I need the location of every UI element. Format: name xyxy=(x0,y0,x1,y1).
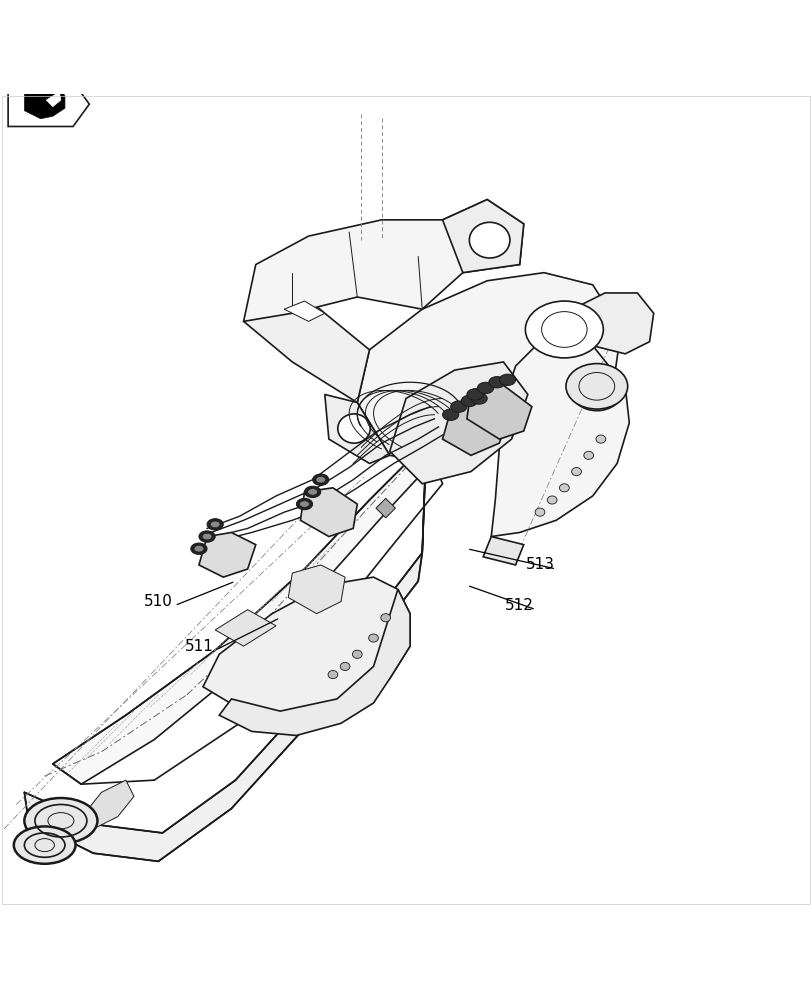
Polygon shape xyxy=(284,301,324,321)
Polygon shape xyxy=(491,325,629,537)
Ellipse shape xyxy=(380,614,390,622)
Ellipse shape xyxy=(565,364,627,409)
Ellipse shape xyxy=(24,798,97,843)
Ellipse shape xyxy=(337,414,370,443)
Ellipse shape xyxy=(595,435,605,443)
Ellipse shape xyxy=(571,468,581,476)
Ellipse shape xyxy=(442,409,458,420)
Polygon shape xyxy=(24,443,426,861)
Ellipse shape xyxy=(328,671,337,679)
Ellipse shape xyxy=(191,543,207,554)
Polygon shape xyxy=(483,537,523,565)
Polygon shape xyxy=(199,532,255,577)
Polygon shape xyxy=(442,200,523,273)
Polygon shape xyxy=(203,577,410,715)
Ellipse shape xyxy=(488,377,504,388)
Ellipse shape xyxy=(466,389,483,400)
Ellipse shape xyxy=(14,826,75,864)
Ellipse shape xyxy=(296,498,312,510)
Ellipse shape xyxy=(499,374,515,386)
Ellipse shape xyxy=(368,634,378,642)
Polygon shape xyxy=(389,362,527,484)
Polygon shape xyxy=(53,443,442,784)
Ellipse shape xyxy=(202,533,212,540)
Polygon shape xyxy=(357,273,620,463)
Ellipse shape xyxy=(199,531,215,542)
Polygon shape xyxy=(375,498,395,518)
Ellipse shape xyxy=(547,496,556,504)
Ellipse shape xyxy=(312,474,328,485)
Polygon shape xyxy=(288,565,345,614)
Polygon shape xyxy=(243,273,369,403)
Ellipse shape xyxy=(534,508,544,516)
Ellipse shape xyxy=(352,650,362,658)
Ellipse shape xyxy=(477,382,493,394)
Ellipse shape xyxy=(583,451,593,459)
Ellipse shape xyxy=(469,222,509,258)
Ellipse shape xyxy=(525,301,603,358)
Ellipse shape xyxy=(315,476,325,483)
Text: 510: 510 xyxy=(144,594,173,609)
Ellipse shape xyxy=(570,370,622,411)
Ellipse shape xyxy=(461,395,477,407)
Text: 513: 513 xyxy=(525,557,554,572)
Ellipse shape xyxy=(307,489,317,495)
Polygon shape xyxy=(300,488,357,537)
Ellipse shape xyxy=(340,662,350,671)
Polygon shape xyxy=(24,86,65,119)
Ellipse shape xyxy=(450,401,466,412)
Polygon shape xyxy=(215,610,276,646)
Ellipse shape xyxy=(207,519,223,530)
Polygon shape xyxy=(85,780,134,829)
Ellipse shape xyxy=(299,501,309,507)
Polygon shape xyxy=(46,92,61,107)
Polygon shape xyxy=(8,82,89,126)
Ellipse shape xyxy=(210,521,220,528)
Text: 512: 512 xyxy=(504,598,534,613)
Polygon shape xyxy=(466,382,531,439)
Ellipse shape xyxy=(470,393,487,404)
Polygon shape xyxy=(243,200,523,321)
Ellipse shape xyxy=(304,486,320,498)
Polygon shape xyxy=(576,293,653,354)
Polygon shape xyxy=(324,394,389,463)
Text: 511: 511 xyxy=(184,639,213,654)
Polygon shape xyxy=(442,398,507,455)
Ellipse shape xyxy=(559,484,569,492)
Polygon shape xyxy=(219,589,410,735)
Ellipse shape xyxy=(194,545,204,552)
